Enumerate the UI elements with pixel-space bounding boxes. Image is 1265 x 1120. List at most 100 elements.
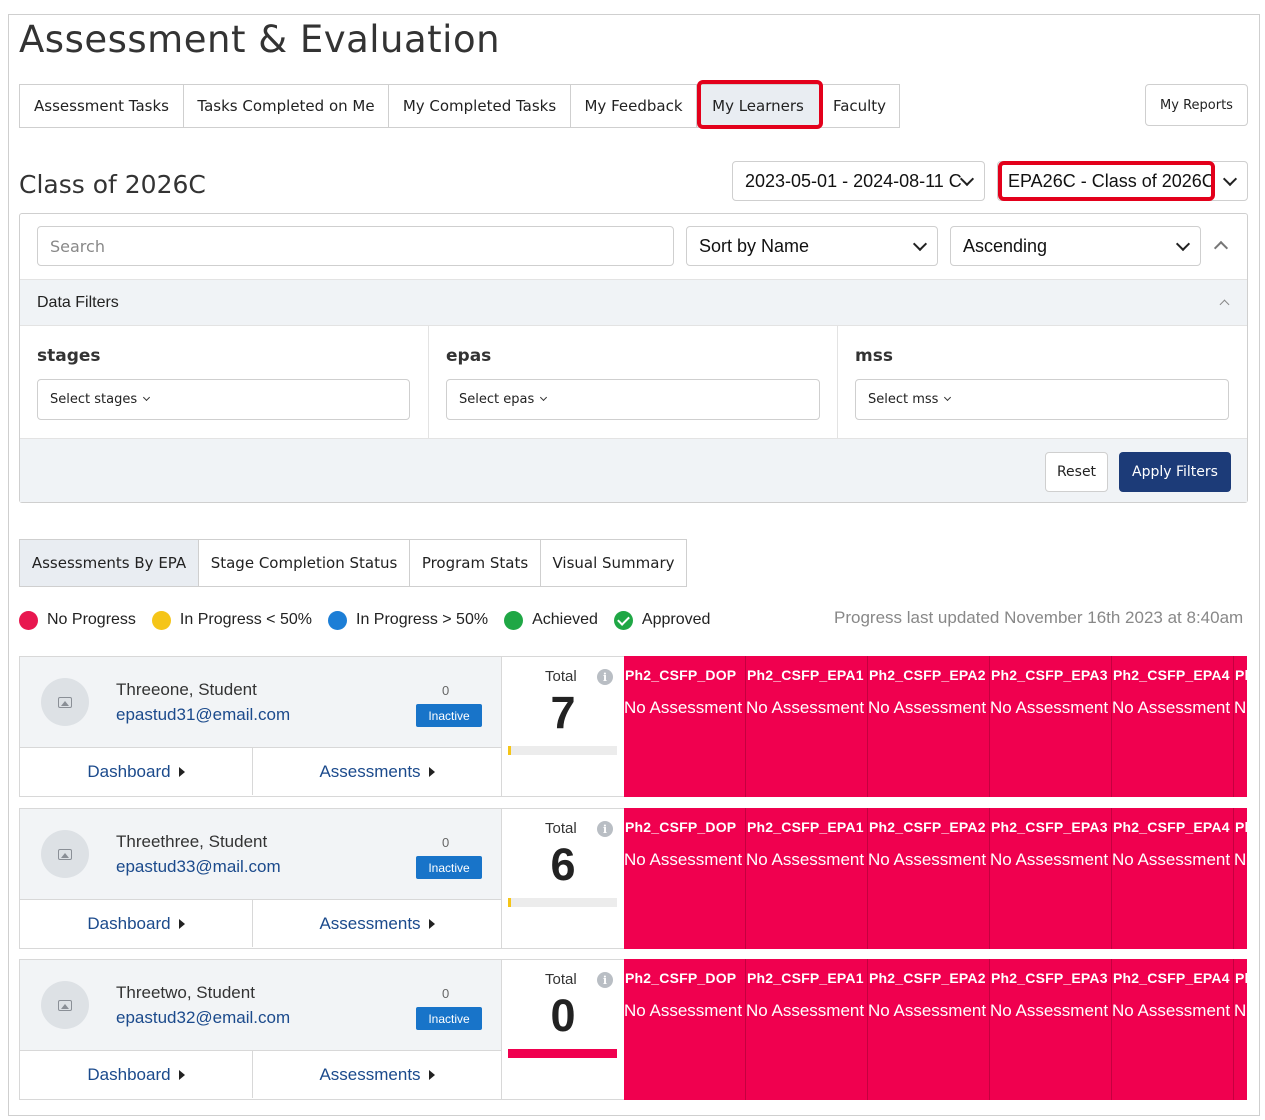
epa-cell[interactable]: Ph2_CSFP_EPA5 No Assessment Plan [1234,656,1247,797]
progress-updated-text: Progress last updated November 16th 2023… [834,608,1244,627]
sort-select[interactable]: Sort by Name [686,226,938,266]
learner-links: Dashboard Assessments [19,900,502,949]
tab-program-stats[interactable]: Program Stats [409,539,540,587]
learner-count: 0 [442,986,450,1001]
tab-visual-summary[interactable]: Visual Summary [540,539,687,587]
epa-code: Ph2_CSFP_EPA5 [1235,819,1247,835]
epa-code: Ph2_CSFP_EPA4 [1113,667,1230,683]
dashboard-link-label: Dashboard [87,1064,171,1084]
legend-label: In Progress < 50% [179,611,312,628]
caret-right-icon [428,766,435,777]
epa-cell[interactable]: Ph2_CSFP_EPA1 No Assessment Plan [746,959,868,1100]
epa-cell[interactable]: Ph2_CSFP_EPA3 No Assessment Plan [990,656,1112,797]
epa-status: No Assessment Plan [1234,1001,1247,1020]
epa-code: Ph2_CSFP_EPA1 [747,819,864,835]
epas-dropdown[interactable]: Select epas [446,379,820,420]
info-icon[interactable]: i [597,669,613,685]
stages-dropdown[interactable]: Select stages [37,379,410,420]
dashboard-link-label: Dashboard [87,913,171,933]
epa-code: Ph2_CSFP_EPA2 [869,970,986,986]
epa-cell[interactable]: Ph2_CSFP_EPA2 No Assessment Plan [868,959,990,1100]
epa-code: Ph2_CSFP_EPA4 [1113,819,1230,835]
dashboard-link[interactable]: Dashboard [20,748,252,795]
epa-status: No Assessment Plan [990,850,1111,869]
progress-legend: No Progress In Progress < 50% In Progres… [19,608,726,632]
tab-my-learners[interactable]: My Learners [696,84,819,128]
epa-cell[interactable]: Ph2_CSFP_EPA3 No Assessment Plan [990,959,1112,1100]
mss-dropdown[interactable]: Select mss [855,379,1229,420]
dashboard-link[interactable]: Dashboard [20,1051,252,1098]
status-badge: Inactive [416,856,482,879]
learner-links: Dashboard Assessments [19,1051,502,1100]
legend-label: Achieved [532,611,598,628]
epa-cell[interactable]: Ph2_CSFP_EPA5 No Assessment Plan [1234,808,1247,949]
avatar [41,678,89,726]
filter-epas-label: epas [446,346,492,366]
caret-right-icon [428,1069,435,1080]
legend-approved: Approved [613,610,711,630]
epa-cell[interactable]: Ph2_CSFP_EPA1 No Assessment Plan [746,656,868,797]
epa-cell[interactable]: Ph2_CSFP_EPA4 No Assessment Plan [1112,656,1234,797]
epa-cell[interactable]: Ph2_CSFP_DOP No Assessment Plan [624,808,746,949]
learner-email: epastud32@email.com [116,1008,291,1027]
epa-cell[interactable]: Ph2_CSFP_EPA4 No Assessment Plan [1112,808,1234,949]
assessments-link[interactable]: Assessments [252,900,501,947]
info-icon[interactable]: i [597,972,613,988]
legend-label: Approved [641,611,711,628]
tab-tasks-completed-on-me[interactable]: Tasks Completed on Me [183,84,388,128]
epa-cell[interactable]: Ph2_CSFP_EPA2 No Assessment Plan [868,656,990,797]
apply-filters-button[interactable]: Apply Filters [1119,452,1231,492]
date-range-select[interactable]: 2023-05-01 - 2024-08-11 C [732,161,985,201]
epa-code: Ph2_CSFP_EPA4 [1113,970,1230,986]
tab-my-completed-tasks[interactable]: My Completed Tasks [388,84,570,128]
total-box: Total i 0 [502,959,624,1100]
epa-cell[interactable]: Ph2_CSFP_DOP No Assessment Plan [624,656,746,797]
tab-assessments-by-epa[interactable]: Assessments By EPA [19,539,198,587]
course-select[interactable]: EPA26C - Class of 2026C [997,161,1248,201]
chevron-up-icon[interactable] [1219,299,1230,310]
epa-cell[interactable]: Ph2_CSFP_EPA2 No Assessment Plan [868,808,990,949]
learner-name: Threetwo, Student [116,983,255,1002]
epa-cell[interactable]: Ph2_CSFP_EPA3 No Assessment Plan [990,808,1112,949]
total-label: Total [545,668,577,685]
learner-info: Threetwo, Student epastud32@email.com 0 Ina… [19,959,502,1051]
epa-status: No Assessment Plan [1234,698,1247,717]
stages-placeholder: Select stages [50,392,138,407]
status-badge: Inactive [416,704,482,727]
epa-status: No Assessment Plan [1112,850,1233,869]
my-reports-button[interactable]: My Reports [1145,84,1248,126]
epa-code: Ph2_CSFP_DOP [625,970,737,986]
chevron-down-icon [540,393,548,402]
epa-status: No Assessment Plan [868,1001,989,1020]
epa-code: Ph2_CSFP_EPA1 [747,667,864,683]
epa-code: Ph2_CSFP_EPA3 [991,819,1108,835]
collapse-toggle-icon[interactable] [1213,240,1229,256]
learner-info: Threeone, Student epastud31@email.com 0 Ina… [19,656,502,748]
learner-count: 0 [442,835,450,850]
learner-card: Threeone, Student epastud31@email.com 0 Ina… [19,656,1247,797]
legend-label: In Progress > 50% [356,611,489,628]
data-filters-header[interactable]: Data Filters [20,279,1247,326]
tab-assessment-tasks[interactable]: Assessment Tasks [19,84,183,128]
chevron-down-icon [1222,171,1238,187]
epa-cell[interactable]: Ph2_CSFP_DOP No Assessment Plan [624,959,746,1100]
epa-cell[interactable]: Ph2_CSFP_EPA5 No Assessment Plan [1234,959,1247,1100]
progress-bar [508,1049,617,1058]
tab-stage-completion-status[interactable]: Stage Completion Status [198,539,409,587]
tab-my-feedback[interactable]: My Feedback [570,84,696,128]
assessments-link[interactable]: Assessments [252,1051,501,1098]
assessments-link[interactable]: Assessments [252,748,501,795]
epa-cell[interactable]: Ph2_CSFP_EPA1 No Assessment Plan [746,808,868,949]
caret-right-icon [428,918,435,929]
chevron-down-icon [944,393,952,402]
epa-code: Ph2_CSFP_EPA5 [1235,667,1247,683]
dashboard-link[interactable]: Dashboard [20,900,252,947]
search-input[interactable]: Search [37,226,674,266]
tab-faculty[interactable]: Faculty [819,84,900,128]
order-select[interactable]: Ascending [950,226,1201,266]
reset-button[interactable]: Reset [1045,452,1108,492]
info-icon[interactable]: i [597,821,613,837]
data-filters-label: Data Filters [37,294,119,311]
epa-cell[interactable]: Ph2_CSFP_EPA4 No Assessment Plan [1112,959,1234,1100]
